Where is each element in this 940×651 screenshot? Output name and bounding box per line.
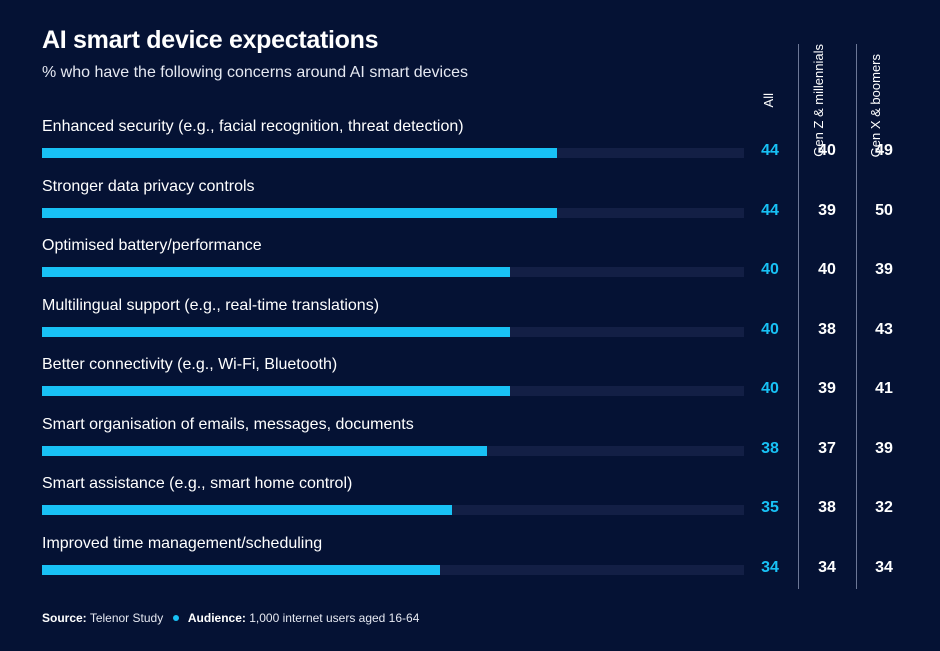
column-divider-1: [798, 44, 799, 589]
value-gen-x-boomers: 43: [875, 320, 893, 338]
bar-track: [42, 267, 744, 277]
bar-label: Improved time management/scheduling: [42, 534, 323, 552]
bar: [42, 445, 487, 456]
value-gen-x-boomers: 34: [875, 558, 893, 576]
bar-label: Multilingual support (e.g., real-time tr…: [42, 296, 380, 314]
chart-title: AI smart device expectations: [42, 26, 379, 54]
value-gen-z-millennials: 38: [818, 320, 836, 338]
value-gen-x-boomers: 39: [875, 439, 893, 457]
column-divider-2: [856, 44, 857, 589]
value-gen-z-millennials: 39: [818, 380, 836, 397]
bar-label: Smart organisation of emails, messages, …: [42, 415, 414, 433]
bar-label: Stronger data privacy controls: [42, 177, 255, 195]
bar-track: [42, 326, 744, 337]
value-all: 34: [761, 558, 779, 576]
source-label: Source:: [42, 611, 87, 625]
bar-track: [42, 386, 744, 396]
bar-label: Optimised battery/performance: [42, 237, 262, 254]
value-gen-z-millennials: 34: [818, 558, 836, 576]
bullet-dot-icon: [172, 615, 179, 622]
value-all: 40: [761, 261, 779, 278]
value-gen-z-millennials: 40: [818, 142, 836, 159]
value-all: 44: [761, 201, 779, 219]
column-header-gen-z-millennials: Gen Z & millennials: [811, 44, 826, 157]
bar-label: Enhanced security (e.g., facial recognit…: [42, 118, 464, 135]
value-all: 40: [761, 320, 779, 338]
audience-value: 1,000 internet users aged 16-64: [249, 611, 420, 625]
value-all: 35: [761, 499, 779, 516]
value-gen-x-boomers: 41: [875, 380, 893, 397]
value-gen-z-millennials: 39: [818, 201, 836, 219]
value-gen-z-millennials: 37: [818, 439, 836, 457]
bar: [42, 207, 557, 218]
bar: [42, 267, 510, 277]
chart-subtitle: % who have the following concerns around…: [42, 64, 469, 81]
source-value: Telenor Study: [89, 611, 164, 625]
value-all: 38: [761, 439, 779, 457]
bar: [42, 505, 452, 515]
bar: [42, 564, 440, 575]
value-gen-x-boomers: 39: [875, 261, 893, 278]
bar-track: [42, 564, 744, 575]
column-header-all: All: [761, 93, 776, 108]
bar-track: [42, 445, 744, 456]
value-gen-x-boomers: 50: [875, 201, 893, 219]
bar-track: [42, 505, 744, 515]
value-gen-z-millennials: 38: [818, 499, 836, 516]
bar: [42, 326, 510, 337]
value-all: 44: [761, 142, 779, 159]
audience-label: Audience:: [187, 611, 246, 625]
chart-footer: Source: Telenor Study Audience: 1,000 in…: [42, 611, 419, 625]
bar-label: Better connectivity (e.g., Wi-Fi, Blueto…: [42, 356, 338, 373]
value-gen-x-boomers: 49: [875, 142, 893, 159]
value-gen-z-millennials: 40: [818, 261, 836, 278]
bar-track: [42, 148, 744, 158]
bar: [42, 386, 510, 396]
bar-track: [42, 207, 744, 218]
bar: [42, 148, 557, 158]
value-all: 40: [761, 380, 779, 397]
value-gen-x-boomers: 32: [875, 499, 893, 516]
bar-label: Smart assistance (e.g., smart home contr…: [42, 475, 353, 492]
